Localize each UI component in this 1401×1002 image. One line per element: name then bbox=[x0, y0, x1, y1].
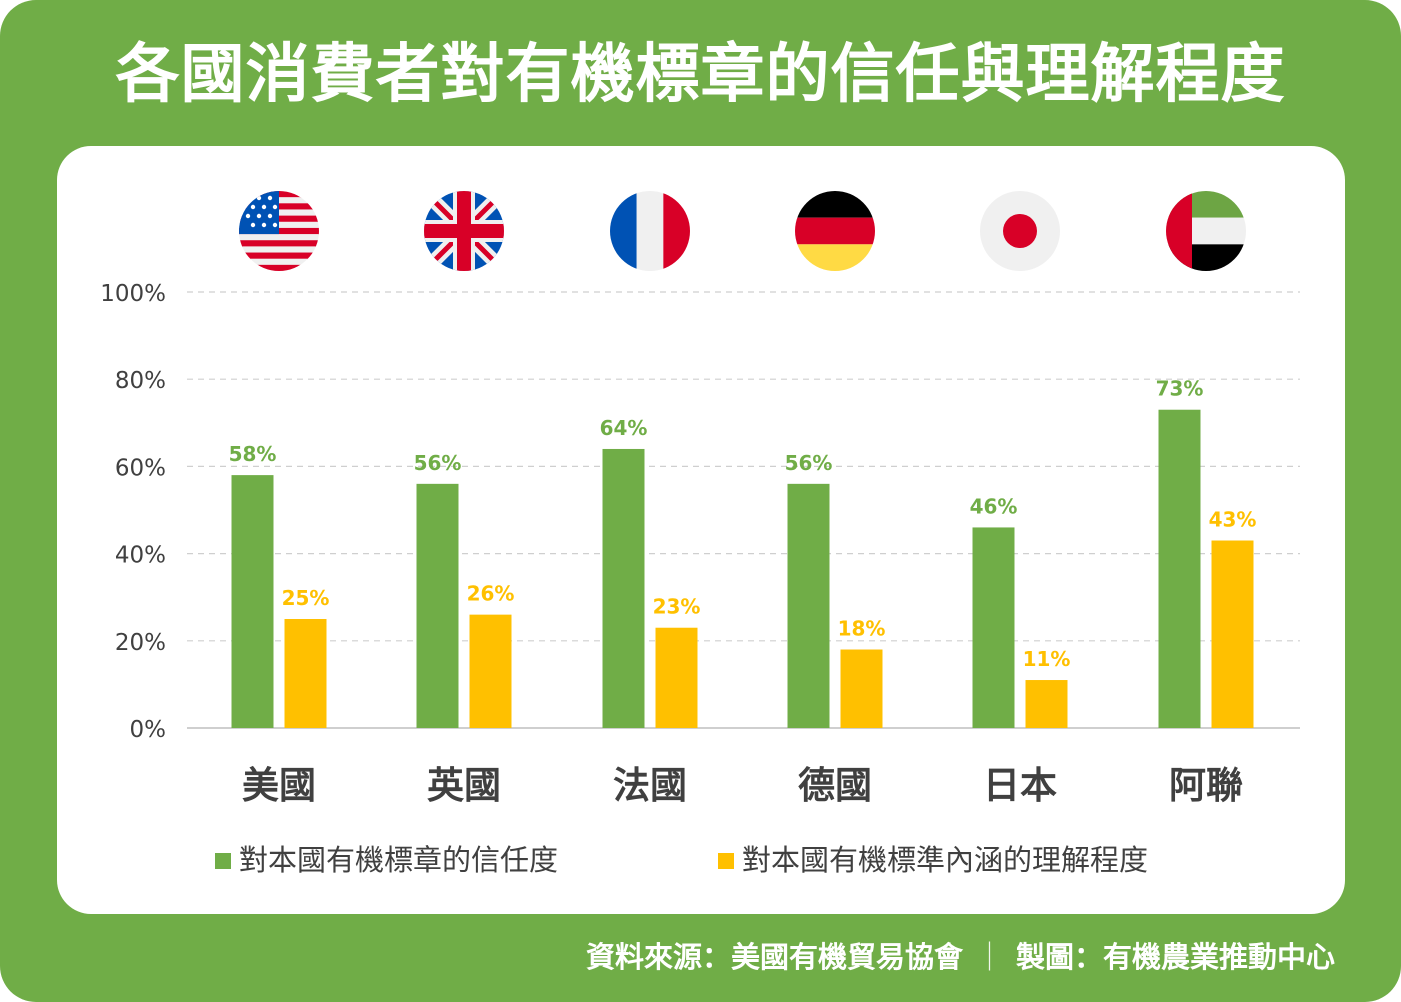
y-tick-label: 60% bbox=[115, 455, 166, 481]
y-tick-label: 40% bbox=[115, 543, 166, 569]
data-label: 23% bbox=[653, 595, 701, 619]
chart-title: 各國消費者對有機標章的信任與理解程度 bbox=[115, 38, 1286, 112]
data-label: 64% bbox=[600, 416, 648, 440]
germany-flag-icon bbox=[795, 191, 875, 271]
bar bbox=[1025, 680, 1068, 728]
uk-flag-icon bbox=[424, 191, 504, 271]
data-label: 46% bbox=[970, 494, 1018, 518]
data-label: 18% bbox=[838, 617, 886, 641]
legend-label: 對本國有機標章的信任度 bbox=[239, 843, 558, 877]
bar bbox=[655, 627, 698, 728]
data-label: 56% bbox=[414, 451, 462, 475]
bar bbox=[1158, 409, 1201, 728]
chart-panel: 0% 20% 40% 60% 80% 100% 58% 56% 64% 56% 46% 73% 25% 2… bbox=[57, 146, 1345, 914]
data-label: 58% bbox=[229, 442, 277, 466]
footer-separator: ｜ bbox=[974, 940, 1004, 974]
bar bbox=[840, 649, 883, 728]
bar bbox=[469, 614, 512, 728]
data-label: 43% bbox=[1209, 508, 1257, 532]
data-label: 25% bbox=[282, 586, 330, 610]
bar bbox=[1211, 540, 1254, 728]
x-category-label: 美國 bbox=[242, 764, 316, 807]
x-category-label: 法國 bbox=[613, 764, 687, 807]
data-label: 56% bbox=[785, 451, 833, 475]
france-flag-icon bbox=[610, 191, 690, 271]
source-text: 資料來源：美國有機貿易協會 bbox=[585, 940, 963, 974]
legend-label: 對本國有機標準內涵的理解程度 bbox=[742, 843, 1148, 877]
legend-swatch bbox=[718, 853, 734, 869]
bar bbox=[416, 483, 459, 728]
bar-chart: 0% 20% 40% 60% 80% 100% 58% 56% 64% 56% 46% 73% 25% 2… bbox=[100, 191, 1300, 877]
y-tick-label: 0% bbox=[130, 717, 167, 743]
credit-text: 製圖：有機農業推動中心 bbox=[1015, 940, 1335, 974]
data-label: 26% bbox=[467, 582, 515, 606]
us-flag-icon bbox=[239, 191, 319, 271]
legend-swatch bbox=[215, 853, 231, 869]
bar bbox=[602, 448, 645, 728]
x-category-label: 英國 bbox=[427, 764, 501, 807]
y-tick-label: 100% bbox=[100, 281, 166, 307]
x-category-label: 日本 bbox=[983, 764, 1057, 807]
bar bbox=[231, 475, 274, 728]
footer: 資料來源：美國有機貿易協會 ｜ 製圖：有機農業推動中心 bbox=[586, 932, 1335, 982]
bar bbox=[284, 619, 327, 728]
japan-flag-icon bbox=[980, 191, 1060, 271]
x-category-label: 阿聯 bbox=[1169, 764, 1243, 807]
uae-flag-icon bbox=[1166, 191, 1246, 271]
x-category-label: 德國 bbox=[798, 764, 872, 807]
data-label: 73% bbox=[1156, 377, 1204, 401]
y-tick-label: 80% bbox=[115, 368, 166, 394]
bar bbox=[787, 483, 830, 728]
y-tick-label: 20% bbox=[115, 630, 166, 656]
bar bbox=[972, 527, 1015, 728]
data-label: 11% bbox=[1023, 647, 1071, 671]
